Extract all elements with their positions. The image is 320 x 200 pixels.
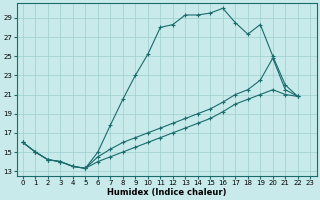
X-axis label: Humidex (Indice chaleur): Humidex (Indice chaleur) (107, 188, 226, 197)
